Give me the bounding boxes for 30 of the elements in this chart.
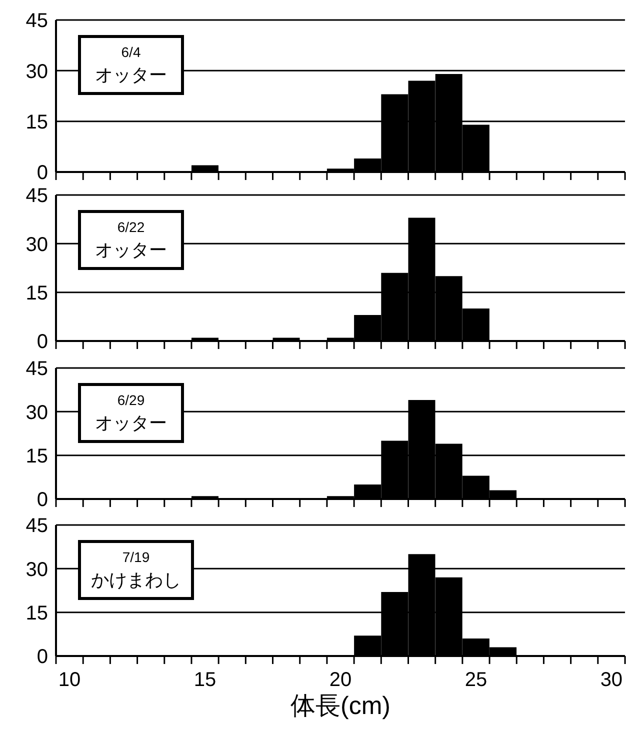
- y-tick-label: 15: [26, 111, 48, 134]
- annotation: オッター: [94, 64, 168, 87]
- y-tick-label: 0: [36, 162, 48, 184]
- annotation: かけまわし: [91, 569, 181, 592]
- y-tick-label: 15: [26, 602, 48, 624]
- x-tick-label: 15: [194, 669, 216, 691]
- y-tick-label: 30: [26, 60, 48, 83]
- annotation: 7/19: [121, 548, 151, 567]
- y-tick-label: 0: [36, 489, 48, 512]
- x-tick-label: 20: [329, 669, 352, 691]
- y-tick-label: 45: [26, 358, 48, 380]
- y-tick-label: 15: [26, 445, 48, 468]
- x-tick-label: 30: [600, 669, 623, 691]
- y-tick-label: 30: [26, 558, 48, 581]
- x-axis-title: 体長(cm): [290, 691, 392, 722]
- annotation: オッター: [94, 412, 168, 435]
- y-tick-label: 45: [26, 185, 48, 208]
- y-tick-label: 0: [36, 331, 48, 354]
- y-tick-label: 15: [26, 282, 48, 304]
- x-tick-label: 25: [464, 669, 488, 691]
- y-tick-label: 0: [36, 646, 48, 668]
- annotation: オッター: [94, 239, 168, 262]
- y-tick-label: 30: [26, 402, 48, 424]
- y-tick-label: 45: [26, 10, 48, 32]
- x-tick-label: 10: [58, 669, 81, 691]
- annotation: 6/4: [120, 43, 142, 62]
- annotation: 6/22: [116, 218, 146, 237]
- y-tick-label: 30: [26, 234, 48, 256]
- y-tick-label: 45: [26, 515, 48, 538]
- annotation: 6/29: [116, 391, 146, 410]
